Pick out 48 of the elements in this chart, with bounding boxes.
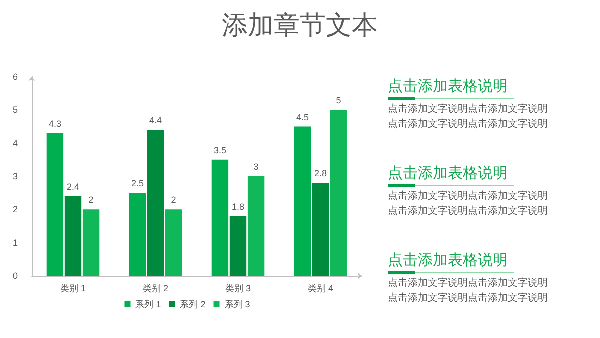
- x-tick-label: 类别 3: [225, 284, 252, 294]
- bar: [312, 183, 330, 276]
- y-tick-label: 6: [12, 72, 18, 82]
- bar: [248, 176, 265, 276]
- data-label: 2.4: [66, 182, 80, 192]
- data-label: 4.3: [48, 118, 62, 129]
- bar: [330, 110, 348, 276]
- text: 点击添加文字说明点击添加文字说明: [388, 292, 549, 306]
- data-label: 4.4: [149, 116, 162, 126]
- bar: [165, 210, 182, 276]
- data-label: 5: [336, 96, 342, 106]
- y-tick-label: 4: [12, 138, 18, 148]
- text: 点击添加文字说明点击添加文字说明: [388, 118, 549, 132]
- data-label: 3: [254, 162, 259, 172]
- bar: [212, 160, 229, 276]
- legend-label: 系列 3: [224, 300, 250, 310]
- data-label: 2: [171, 195, 176, 206]
- legend-label: 系列 1: [136, 300, 162, 310]
- data-label: 2.5: [131, 178, 144, 189]
- x-tick-label: 类别 1: [60, 284, 86, 294]
- text: 点击添加表格说明: [388, 250, 509, 270]
- y-tick-label: 1: [12, 238, 18, 248]
- y-tick-label: 3: [12, 172, 18, 182]
- text: 点击添加表格说明: [388, 76, 509, 96]
- x-tick-label: 类别 2: [142, 284, 169, 294]
- bar: [82, 210, 100, 276]
- text: 点击添加文字说明点击添加文字说明: [388, 276, 549, 291]
- data-label: 3.5: [214, 145, 226, 156]
- data-label: 2: [88, 195, 94, 206]
- bar: [46, 133, 64, 276]
- text: 点击添加文字说明点击添加文字说明: [388, 204, 549, 219]
- y-tick-label: 2: [12, 204, 18, 215]
- bar: [230, 216, 247, 276]
- data-label: 4.5: [296, 112, 309, 122]
- data-label: 2.8: [314, 168, 328, 179]
- text: 点击添加文字说明点击添加文字说明: [388, 190, 549, 204]
- bar: [294, 126, 312, 276]
- y-tick-label: 5: [12, 105, 18, 116]
- bar: [129, 193, 146, 276]
- legend-label: 系列 2: [180, 300, 206, 310]
- text: 点击添加表格说明: [388, 163, 509, 183]
- data-label: 1.8: [232, 202, 245, 212]
- bar: [64, 196, 82, 276]
- bar: [147, 130, 164, 276]
- y-tick-label: 0: [12, 271, 18, 281]
- text: 点击添加文字说明点击添加文字说明: [388, 102, 549, 117]
- x-tick-label: 类别 4: [308, 284, 334, 294]
- chart-title: 添加章节文本: [221, 10, 379, 43]
